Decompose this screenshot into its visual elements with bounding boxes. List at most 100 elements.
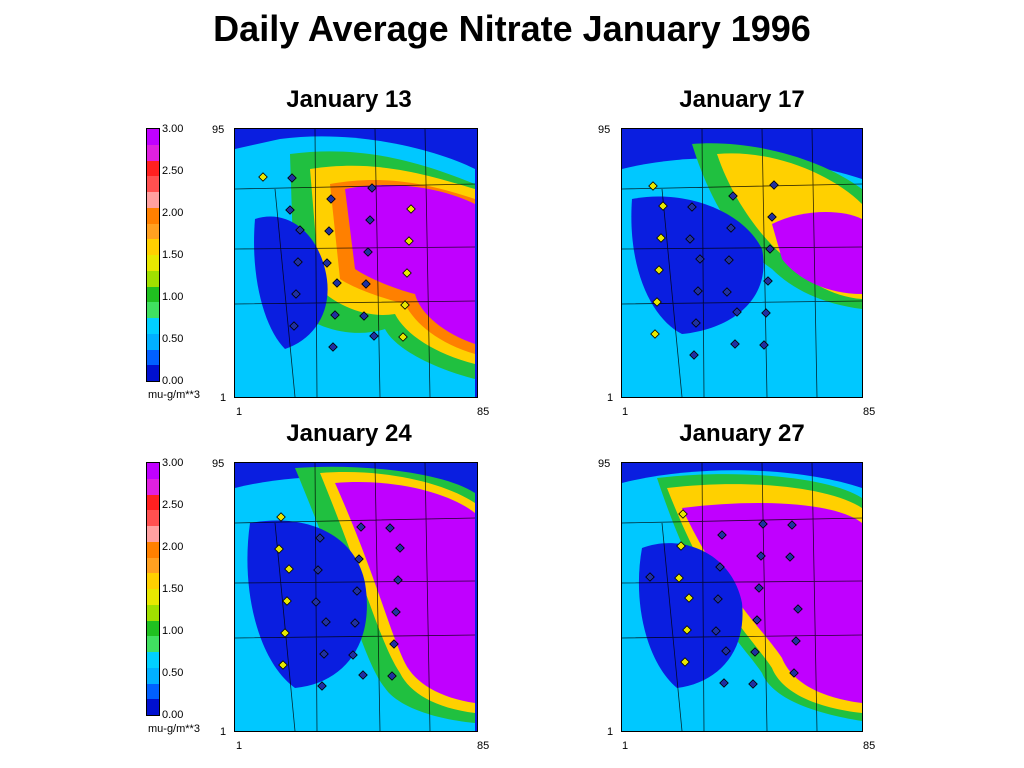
station-marker (363, 247, 373, 257)
station-marker (695, 254, 705, 264)
station-marker (404, 236, 414, 246)
station-marker (398, 332, 408, 342)
color-scale-top (146, 128, 160, 382)
concentration-region (682, 503, 862, 703)
y-axis-top-label: 95 (598, 458, 611, 470)
station-marker (685, 234, 695, 244)
station-marker (721, 646, 731, 656)
x-axis-right-label: 85 (863, 740, 876, 752)
colorbar-swatch (147, 589, 159, 605)
colorbar-swatch (147, 541, 159, 558)
colorbar-swatch (147, 683, 159, 700)
colorbar-tick: 1.50 (162, 249, 184, 261)
colorbar-swatch (147, 286, 159, 303)
colorbar-swatch (147, 620, 159, 637)
station-marker (693, 286, 703, 296)
station-marker (758, 519, 768, 529)
colorbar-swatch (147, 478, 159, 495)
station-marker (791, 636, 801, 646)
colorbar-tick: 0.00 (162, 709, 184, 721)
station-marker (789, 668, 799, 678)
state-boundaries (235, 129, 476, 397)
station-marker (761, 308, 771, 318)
colorbar-tick: 3.00 (162, 123, 184, 135)
map-jan13 (234, 128, 478, 398)
station-marker (687, 202, 697, 212)
station-marker (287, 173, 297, 183)
station-marker (748, 679, 758, 689)
colorbar-swatch (147, 302, 159, 318)
station-marker (285, 205, 295, 215)
color-scale-bottom (146, 462, 160, 716)
colorbar-swatch (147, 557, 159, 574)
station-marker (648, 181, 658, 191)
station-marker (691, 318, 701, 328)
colorbar-tick: 2.00 (162, 207, 184, 219)
colorbar-swatch (147, 160, 159, 177)
x-axis-left-label: 1 (622, 406, 629, 418)
station-marker (793, 604, 803, 614)
station-marker (295, 225, 305, 235)
station-marker (365, 215, 375, 225)
station-marker (350, 618, 360, 628)
x-axis-left-label: 1 (622, 740, 629, 752)
colorbar-unit: mu-g/m**3 (148, 723, 200, 735)
x-axis-right-label: 85 (477, 406, 490, 418)
station-marker (713, 594, 723, 604)
concentration-region (247, 520, 367, 688)
panel-title-jan13: January 13 (286, 86, 412, 113)
station-marker (291, 289, 301, 299)
station-marker (678, 509, 688, 519)
concentration-region (254, 216, 328, 349)
station-marker (319, 649, 329, 659)
station-marker (402, 268, 412, 278)
y-axis-bottom-label: 1 (607, 392, 614, 404)
station-marker (328, 342, 338, 352)
station-marker (311, 597, 321, 607)
station-marker (676, 541, 686, 551)
colorbar-tick: 1.00 (162, 625, 184, 637)
y-axis-top-label: 95 (598, 124, 611, 136)
station-marker (322, 258, 332, 268)
station-marker (321, 617, 331, 627)
station-marker (400, 300, 410, 310)
colorbar-swatch (147, 129, 159, 145)
station-marker (282, 596, 292, 606)
state-boundaries (622, 463, 862, 731)
colorbar-swatch (147, 526, 159, 542)
station-marker (278, 660, 288, 670)
station-marker (369, 331, 379, 341)
colorbar-swatch (147, 463, 159, 479)
station-marker (395, 543, 405, 553)
station-marker (284, 564, 294, 574)
station-marker (393, 575, 403, 585)
colorbar-swatch (147, 365, 159, 381)
station-marker (280, 628, 290, 638)
station-marker (722, 287, 732, 297)
concentration-region (772, 212, 862, 294)
y-axis-top-label: 95 (212, 458, 225, 470)
station-marker (765, 244, 775, 254)
station-marker (385, 523, 395, 533)
figure-title: Daily Average Nitrate January 1996 (213, 8, 811, 49)
state-boundaries (622, 129, 862, 397)
station-marker (728, 191, 738, 201)
colorbar-swatch (147, 176, 159, 192)
station-marker (356, 522, 366, 532)
colorbar-unit: mu-g/m**3 (148, 389, 200, 401)
station-marker (389, 639, 399, 649)
colorbar-swatch (147, 349, 159, 366)
colorbar-swatch (147, 144, 159, 161)
colorbar-swatch (147, 667, 159, 684)
station-marker (317, 681, 327, 691)
station-marker (717, 530, 727, 540)
y-axis-top-label: 95 (212, 124, 225, 136)
station-marker (680, 657, 690, 667)
colorbar-tick: 2.50 (162, 165, 184, 177)
station-marker (354, 554, 364, 564)
colorbar-swatch (147, 223, 159, 240)
y-axis-bottom-label: 1 (607, 726, 614, 738)
station-marker (645, 572, 655, 582)
station-marker (289, 321, 299, 331)
station-marker (724, 255, 734, 265)
